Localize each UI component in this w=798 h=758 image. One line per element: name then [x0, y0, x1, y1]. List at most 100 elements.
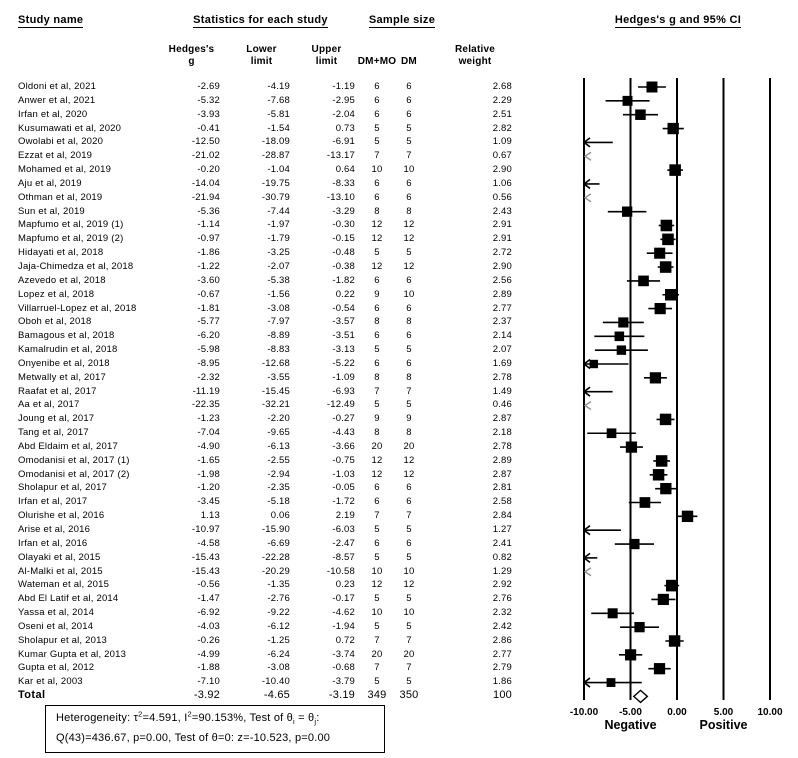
dm-mo-sample: 12 — [371, 468, 383, 480]
lower-limit-value: -32.21 — [261, 399, 290, 411]
relative-weight-value: 1.69 — [492, 357, 512, 369]
dm-mo-sample: 7 — [374, 150, 380, 162]
study-name: Othman et al, 2019 — [18, 191, 103, 203]
dm-sample: 350 — [399, 689, 419, 702]
study-row: Sholapur et al, 2013 -0.26 -1.25 0.72 7 7 2.86 — [0, 634, 520, 648]
point-estimate-square — [649, 372, 662, 384]
dm-sample: 6 — [406, 357, 412, 369]
hedges-g-value: -8.95 — [197, 357, 220, 369]
dm-mo-sample: 5 — [374, 620, 380, 632]
point-estimate-square — [652, 469, 665, 481]
hedges-g-value: -2.69 — [197, 81, 220, 92]
study-row: Kumar Gupta et al, 2013 -4.99 -6.24 -3.74 20… — [0, 648, 520, 662]
lower-limit-value: -1.79 — [267, 233, 290, 245]
point-estimate-square — [621, 206, 633, 217]
study-name: Ezzat et al, 2019 — [18, 150, 93, 162]
lower-limit-value: -19.75 — [261, 177, 290, 189]
heterogeneity-line2: Q(43)=436.67, p=0.00, Test of θ=0: z=-10… — [56, 732, 331, 744]
upper-limit-value: -0.75 — [332, 454, 355, 466]
study-name: Omodanisi et al, 2017 (1) — [18, 454, 130, 466]
subheader-upper-limit: Upper limit — [311, 44, 342, 67]
dm-mo-sample: 6 — [374, 496, 380, 508]
upper-limit-value: -12.49 — [326, 399, 355, 411]
lower-limit-value: -6.24 — [267, 648, 290, 660]
study-row: Azevedo et al, 2018 -3.60 -5.38 -1.82 6 6 2.56 — [0, 274, 520, 288]
dm-sample: 10 — [403, 565, 415, 577]
study-row: Onyenibe et al, 2018 -8.95 -12.68 -5.22 6 6 1.… — [0, 357, 520, 371]
subheader-relative-weight: Relative weight — [455, 44, 495, 67]
study-name: Onyenibe et al, 2018 — [18, 357, 110, 369]
study-name: Total — [18, 689, 46, 702]
hedges-g-value: -7.10 — [197, 676, 220, 688]
point-estimate-square — [606, 428, 617, 439]
upper-limit-value: 0.23 — [335, 579, 355, 591]
relative-weight-value: 100 — [493, 689, 512, 702]
study-row: Irfan et al, 2017 -3.45 -5.18 -1.72 6 6 2.58 — [0, 495, 520, 509]
hedges-g-value: -3.45 — [197, 496, 220, 508]
dm-mo-sample: 8 — [374, 427, 380, 439]
hedges-g-value: -0.56 — [197, 579, 220, 591]
axis-tick-label: -5.00 — [619, 707, 642, 718]
dm-mo-sample: 10 — [371, 607, 383, 619]
dm-mo-sample: 5 — [374, 344, 380, 356]
study-row: Oboh et al, 2018 -5.77 -7.97 -3.57 8 8 2.37 — [0, 315, 520, 329]
dm-sample: 5 — [406, 136, 412, 148]
point-estimate-square — [681, 510, 694, 523]
dm-mo-sample: 7 — [374, 634, 380, 646]
study-row: Irfan et al, 2016 -4.58 -6.69 -2.47 6 6 2.41 — [0, 537, 520, 551]
dm-sample: 8 — [406, 371, 412, 383]
upper-limit-value: -1.72 — [332, 496, 355, 508]
dm-mo-sample: 9 — [374, 288, 380, 300]
dm-sample: 6 — [406, 94, 412, 106]
relative-weight-value: 2.56 — [492, 274, 512, 286]
point-estimate-square — [622, 95, 633, 106]
dm-mo-sample: 12 — [371, 260, 383, 272]
upper-limit-value: -3.74 — [332, 648, 355, 660]
study-name: Aa et al, 2017 — [18, 399, 80, 411]
study-name: Villarruel-Lopez et al, 2018 — [18, 302, 137, 314]
hedges-g-value: -0.20 — [197, 164, 220, 176]
upper-limit-value: -3.66 — [332, 440, 355, 452]
hedges-g-value: -1.23 — [197, 413, 220, 425]
upper-limit-value: 0.22 — [335, 288, 355, 300]
offscale-ci-marker — [583, 193, 592, 203]
dm-sample: 12 — [403, 579, 415, 591]
left-arrow-marker — [582, 137, 591, 148]
study-row: Oseni et al, 2014 -4.03 -6.12 -1.94 5 5 2.42 — [0, 620, 520, 634]
study-row: Anwer et al, 2021 -5.32 -7.68 -2.95 6 6 2.29 — [0, 94, 520, 108]
point-estimate-square — [624, 649, 637, 661]
positive-axis-label: Positive — [700, 718, 748, 732]
relative-weight-value: 2.89 — [492, 288, 512, 300]
study-name: Bamagous et al, 2018 — [18, 330, 115, 342]
study-row: Owolabi et al, 2020 -12.50 -18.09 -6.91 5 5 1.… — [0, 135, 520, 149]
left-arrow-marker — [582, 525, 591, 536]
point-estimate-square — [653, 663, 666, 675]
upper-limit-value: -13.10 — [326, 191, 355, 203]
column-header-sample-size: Sample size — [368, 14, 436, 28]
hedges-g-value: -21.02 — [191, 150, 220, 162]
hedges-g-value: -3.93 — [197, 108, 220, 120]
point-estimate-square — [606, 678, 616, 687]
hedges-g-value: -5.36 — [197, 205, 220, 217]
dm-sample: 12 — [403, 233, 415, 245]
heterogeneity-line1: Heterogeneity: τ2=4.591, I2=90.153%, Tes… — [56, 709, 320, 727]
upper-limit-value: -1.03 — [332, 468, 355, 480]
hedges-g-value: -2.32 — [197, 371, 220, 383]
subheader-dm-mo: DM+MO — [357, 56, 397, 67]
dm-sample: 10 — [403, 288, 415, 300]
study-name: Sholapur et al, 2013 — [18, 634, 108, 646]
hedges-g-value: -10.97 — [191, 524, 220, 535]
study-name: Metwally et al, 2017 — [18, 371, 106, 383]
study-name: Jaja-Chimedza et al, 2018 — [18, 260, 134, 272]
point-estimate-square — [659, 413, 672, 426]
upper-limit-value: -0.38 — [332, 260, 355, 272]
hedges-g-value: -1.98 — [197, 468, 220, 480]
point-estimate-square — [607, 608, 618, 619]
study-name: Olayaki et al, 2015 — [18, 551, 101, 563]
relative-weight-value: 2.87 — [492, 413, 512, 425]
lower-limit-value: -9.65 — [267, 427, 290, 439]
relative-weight-value: 1.06 — [492, 177, 512, 189]
dm-sample: 8 — [406, 205, 412, 217]
point-estimate-square — [665, 579, 678, 592]
